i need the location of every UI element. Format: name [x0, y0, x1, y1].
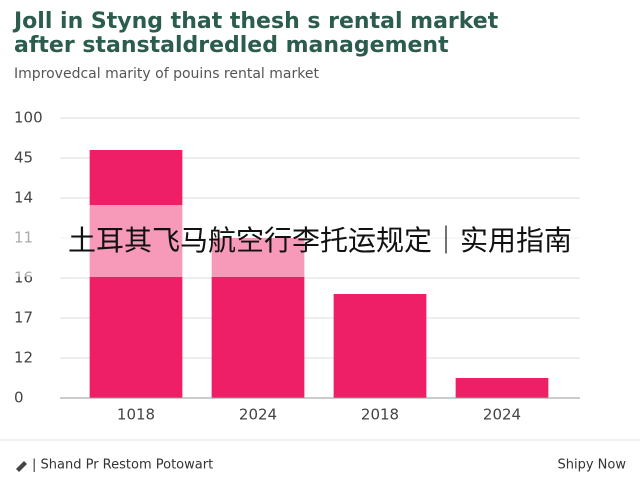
chart-title: after stanstaldredled management [14, 33, 449, 58]
bar [333, 294, 427, 398]
x-tick-label: 2024 [239, 406, 277, 424]
chart-subtitle: Improvedcal marity of pouins rental mark… [14, 66, 319, 82]
chart-title: Joll in Styng that thesh s rental market [12, 9, 499, 34]
y-tick-label: 14 [14, 189, 33, 207]
overlay-band [0, 205, 640, 277]
y-tick-label: 100 [14, 109, 43, 127]
overlay-text: 土耳其飞马航空行李托运规定｜实用指南 [68, 224, 572, 257]
footer-left: | Shand Pr Restom Potowart [32, 458, 213, 473]
x-tick-label: 2024 [483, 406, 521, 424]
y-tick-label: 0 [14, 389, 24, 407]
bar [455, 378, 549, 398]
y-tick-label: 45 [14, 149, 33, 167]
x-tick-label: 2018 [361, 406, 399, 424]
footer-right[interactable]: Shipy Now [558, 458, 627, 473]
y-tick-label: 12 [14, 349, 33, 367]
x-tick-label: 1018 [117, 406, 155, 424]
footer-icon [16, 461, 27, 472]
y-tick-label: 17 [14, 309, 33, 327]
